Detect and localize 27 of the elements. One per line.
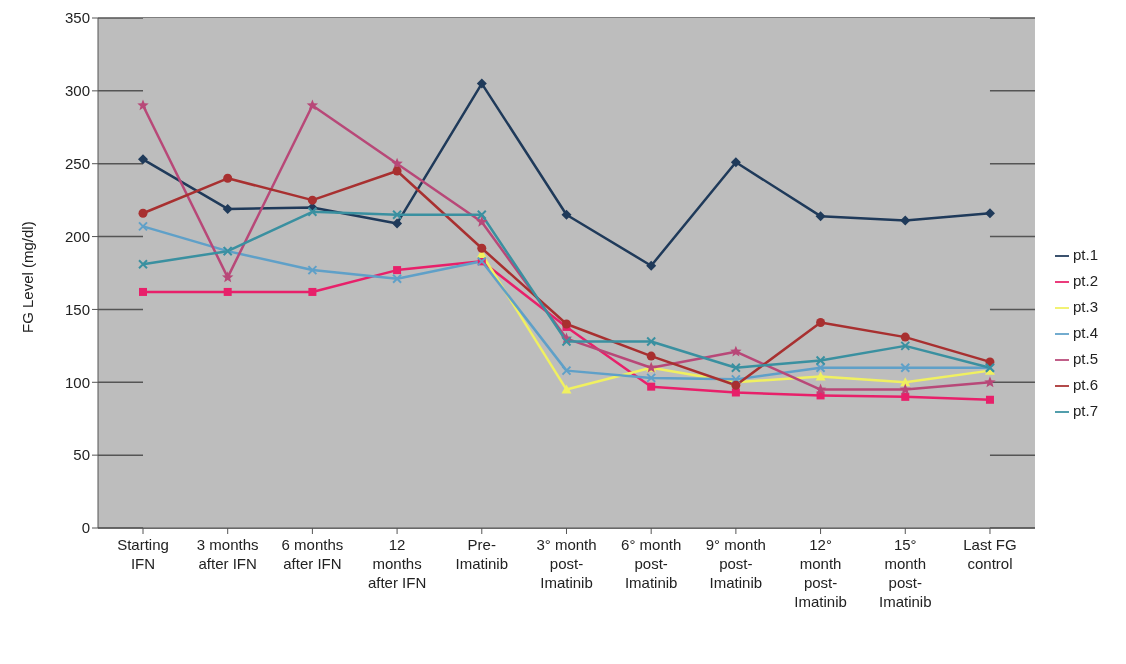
y-tick-label: 50 bbox=[73, 446, 90, 464]
x-tick-label: 12° month post- Imatinib bbox=[794, 536, 847, 610]
x-tick-label: 12 months after IFN bbox=[367, 536, 427, 591]
legend-label: pt.6 bbox=[1072, 376, 1098, 393]
x-tick-label: 9° month post- Imatinib bbox=[705, 536, 766, 591]
y-tick-label: 100 bbox=[64, 373, 90, 391]
x-tick-label: 15° month post- Imatinib bbox=[879, 536, 932, 610]
x-tick-label: Pre- Imatinib bbox=[455, 536, 509, 572]
legend-label: pt.7 bbox=[1072, 402, 1098, 419]
legend-label: pt.4 bbox=[1072, 324, 1098, 341]
x-tick-label: Last FG control bbox=[963, 536, 1017, 572]
legend-label: pt.1 bbox=[1072, 246, 1098, 263]
y-tick-label: 150 bbox=[64, 300, 90, 318]
y-tick-label: 200 bbox=[64, 227, 90, 245]
x-tick-label: 3 months after IFN bbox=[196, 536, 259, 572]
x-tick-label: 6° month post- Imatinib bbox=[621, 536, 682, 591]
x-tick-label: Starting IFN bbox=[117, 536, 169, 572]
x-tick-label: 6 months after IFN bbox=[281, 536, 344, 572]
legend-label: pt.2 bbox=[1072, 272, 1098, 289]
y-tick-label: 0 bbox=[81, 519, 90, 537]
y-tick-label: 300 bbox=[64, 82, 90, 100]
y-tick-label: 250 bbox=[64, 155, 90, 173]
y-tick-label: 350 bbox=[64, 9, 90, 27]
y-axis-title: FG Level (mg/dl) bbox=[19, 221, 37, 333]
legend-label: pt.3 bbox=[1072, 298, 1098, 315]
legend-label: pt.5 bbox=[1072, 350, 1098, 367]
x-tick-label: 3° month post- Imatinib bbox=[536, 536, 597, 591]
